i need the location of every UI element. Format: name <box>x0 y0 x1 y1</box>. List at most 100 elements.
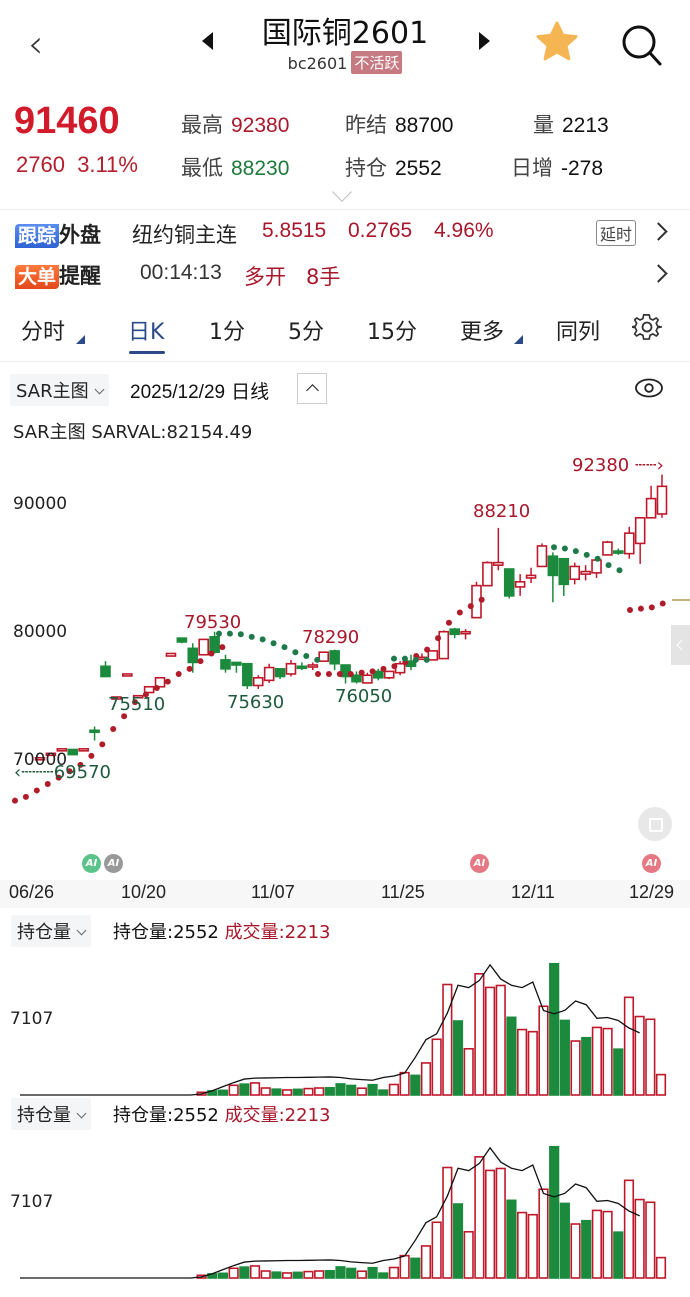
tab-5min[interactable]: 5分 <box>288 320 324 345</box>
page-title: 国际铜2601 <box>261 16 429 51</box>
tab-more[interactable]: 更多 <box>460 320 505 345</box>
annotation-75630: 75630 <box>227 692 285 713</box>
y-tick-7107: 7107 <box>10 1009 54 1029</box>
y-tick-70000: 70000 <box>13 750 68 770</box>
back-chevron-icon[interactable]: ‹ <box>28 22 44 66</box>
low-annotation-value: 69570 <box>53 762 111 783</box>
low-value: 88230 <box>231 157 290 180</box>
indicator-legend: SAR主图 SARVAL:82154.49 <box>13 418 252 444</box>
volume-value: 2213 <box>562 114 609 137</box>
x-tick: 12/29 <box>629 882 675 902</box>
main-indicator-select[interactable]: SAR主图 <box>10 374 109 406</box>
x-tick: 06/26 <box>9 882 55 902</box>
candlestick-chart[interactable] <box>0 440 690 880</box>
y-tick-80000: 80000 <box>13 622 68 642</box>
low-field: 最低 88230 <box>181 152 289 182</box>
change-pct: 3.11% <box>77 152 138 177</box>
chart-period: 日线 <box>231 381 270 403</box>
sub-indicator-select[interactable]: 持仓量 <box>11 915 91 947</box>
prev-settle-field: 昨结 88700 <box>345 109 453 139</box>
chevron-down-icon <box>94 384 105 395</box>
change-value: 2760 <box>16 152 65 177</box>
tab-timeshare[interactable]: 分时 <box>21 320 66 345</box>
x-tick: 12/11 <box>511 882 555 902</box>
chevron-down-icon <box>76 1108 87 1119</box>
alert-action: 多开 <box>244 265 286 289</box>
annotation-75510: 75510 <box>108 694 166 715</box>
large-order-alert-row[interactable]: 大单 提醒 00:14:13 多开 8手 <box>0 256 690 292</box>
foreign-contract-name: 纽约铜主连 <box>132 223 237 247</box>
chevron-right-icon <box>649 222 668 241</box>
low-label: 最低 <box>181 157 223 180</box>
annotation-76050: 76050 <box>335 686 393 707</box>
fullscreen-button[interactable] <box>638 807 672 841</box>
sub-indicator-select-2[interactable]: 持仓量 <box>11 1098 91 1130</box>
prev-contract-icon[interactable] <box>202 32 213 50</box>
x-tick: 10/20 <box>121 882 167 902</box>
prev-settle-label: 昨结 <box>345 114 387 137</box>
search-icon[interactable] <box>620 22 664 72</box>
next-contract-icon[interactable] <box>479 32 490 50</box>
sub-indicator-legend: 持仓量:2552 成交量:2213 <box>113 918 330 944</box>
ai-marker-icon[interactable]: AI <box>470 854 489 873</box>
chart-date: 2025/12/29 日线 <box>130 377 269 404</box>
tab-daily-k[interactable]: 日K <box>128 320 165 345</box>
status-badge: 不活跃 <box>351 51 403 74</box>
active-tab-indicator <box>129 351 165 354</box>
high-annotation-value: 92380 <box>572 455 630 476</box>
tab-same-series[interactable]: 同列 <box>556 320 601 345</box>
ai-marker-icon[interactable]: AI <box>104 854 123 873</box>
foreign-tracking-row[interactable]: 跟踪 外盘 纽约铜主连 5.8515 0.2765 4.96% 延时 <box>0 214 690 250</box>
x-axis-dates: 06/26 10/20 11/07 11/25 12/11 12/29 <box>0 880 690 908</box>
volume-chart[interactable] <box>0 940 690 1100</box>
chart-toolbar: SAR主图 2025/12/29 日线 <box>0 372 690 408</box>
eye-icon[interactable] <box>634 377 664 403</box>
annotation-78290: 78290 <box>302 627 360 648</box>
foreign-price: 5.8515 <box>262 219 327 242</box>
divider <box>0 361 690 362</box>
collapse-button[interactable] <box>297 373 327 404</box>
alert-label: 提醒 <box>59 264 102 288</box>
dropdown-corner-icon <box>514 335 523 344</box>
sub-indicator-select-label: 持仓量 <box>17 1105 71 1126</box>
x-tick: 11/25 <box>381 882 425 902</box>
alert-tag: 大单 提醒 <box>15 260 101 290</box>
chevron-right-icon <box>649 264 668 283</box>
annotation-79530: 79530 <box>184 612 242 633</box>
open-interest-field: 持仓 2552 <box>345 152 442 182</box>
dropdown-corner-icon <box>76 335 85 344</box>
chevron-down-icon <box>76 925 87 936</box>
expand-quote-icon[interactable] <box>332 182 352 202</box>
sar-value: SARVAL:82154.49 <box>91 422 253 443</box>
high-label: 最高 <box>181 114 223 137</box>
open-interest-label: 持仓 <box>345 157 387 180</box>
alert-size: 8手 <box>306 265 341 289</box>
x-tick: 11/07 <box>251 882 295 902</box>
dashed-arrow-icon: ┄┄› <box>629 455 664 476</box>
side-panel-handle[interactable] <box>671 625 690 665</box>
y-tick-90000: 90000 <box>13 494 68 514</box>
price-change: 2760 3.11% <box>16 152 138 178</box>
y-tick-7107: 7107 <box>10 1192 54 1212</box>
sub-indicator-select-label: 持仓量 <box>17 922 71 943</box>
daily-inc-field: 日增 -278 <box>511 152 603 182</box>
volume-chart-2[interactable] <box>0 1123 690 1283</box>
tab-15min[interactable]: 15分 <box>367 320 417 345</box>
alert-time: 00:14:13 <box>140 261 222 284</box>
ai-marker-icon[interactable]: AI <box>82 854 101 873</box>
main-indicator-select-label: SAR主图 <box>16 381 89 402</box>
tracking-tag: 跟踪 外盘 <box>15 219 101 249</box>
tab-1min[interactable]: 1分 <box>209 320 245 345</box>
ai-marker-icon[interactable]: AI <box>642 854 661 873</box>
period-tabs: 分时 日K 1分 5分 15分 更多 同列 <box>0 310 690 356</box>
gear-icon[interactable] <box>630 313 663 347</box>
chart-date-value: 2025/12/29 <box>130 382 226 403</box>
annotation-88210: 88210 <box>473 501 531 522</box>
foreign-change-pct: 4.96% <box>434 219 494 242</box>
open-interest-text: 持仓量:2552 <box>113 922 219 943</box>
star-icon[interactable] <box>534 20 580 68</box>
delay-badge: 延时 <box>596 220 637 246</box>
open-interest-text: 持仓量:2552 <box>113 1105 219 1126</box>
contract-code-text: bc2601 <box>287 54 348 73</box>
divider <box>0 209 690 210</box>
